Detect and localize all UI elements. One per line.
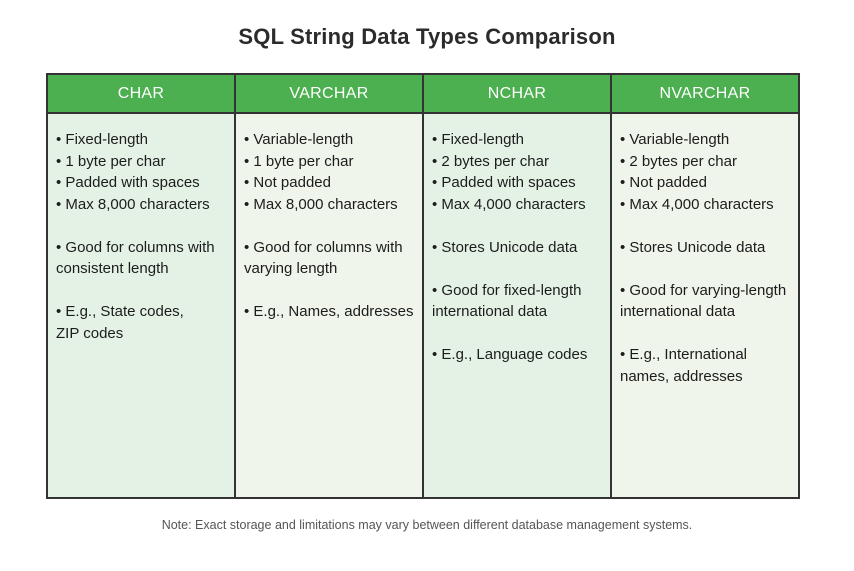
bullet-group: • Variable-length • 2 bytes per char • N… <box>620 131 774 213</box>
bullet-group: • Stores Unicode data <box>432 238 578 256</box>
page-title: SQL String Data Types Comparison <box>238 24 616 49</box>
bullet-group: • Good for columns with varying length <box>244 238 403 278</box>
table-body-row: • Fixed-length • 1 byte per char • Padde… <box>48 112 798 497</box>
bullet-group: • Fixed-length • 1 byte per char • Padde… <box>56 131 210 213</box>
bullet-group: • E.g., International names, addresses <box>620 346 747 385</box>
table-header-row: CHAR VARCHAR NCHAR NVARCHAR <box>48 75 798 112</box>
bullet-group: • Stores Unicode data <box>620 238 766 256</box>
column-body-char: • Fixed-length • 1 byte per char • Padde… <box>48 112 236 497</box>
bullet-group: • Good for columns with consistent lengt… <box>56 238 215 278</box>
column-body-varchar: • Variable-length • 1 byte per char • No… <box>236 112 424 497</box>
column-body-nvarchar: • Variable-length • 2 bytes per char • N… <box>612 112 798 497</box>
bullet-group: • E.g., Language codes <box>432 346 588 363</box>
comparison-table: CHAR VARCHAR NCHAR NVARCHAR • Fixed-length … <box>46 73 800 499</box>
column-header-varchar: VARCHAR <box>236 75 424 112</box>
column-header-char: CHAR <box>48 75 236 112</box>
bullet-group: • E.g., Names, addresses <box>244 303 414 320</box>
column-header-nchar: NCHAR <box>424 75 612 112</box>
page: SQL String Data Types Comparison CHAR VAR… <box>0 24 854 571</box>
bullet-group: • Fixed-length • 2 bytes per char • Padd… <box>432 131 586 213</box>
bullet-group: • Good for varying-length international … <box>620 281 787 321</box>
bullet-group: • Good for fixed-length international da… <box>432 281 582 321</box>
column-header-nvarchar: NVARCHAR <box>612 75 798 112</box>
bullet-group: • Variable-length • 1 byte per char • No… <box>244 131 398 213</box>
column-body-nchar: • Fixed-length • 2 bytes per char • Padd… <box>424 112 612 497</box>
bullet-group: • E.g., State codes, ZIP codes <box>56 303 184 342</box>
footer-note: Note: Exact storage and limitations may … <box>161 518 693 532</box>
